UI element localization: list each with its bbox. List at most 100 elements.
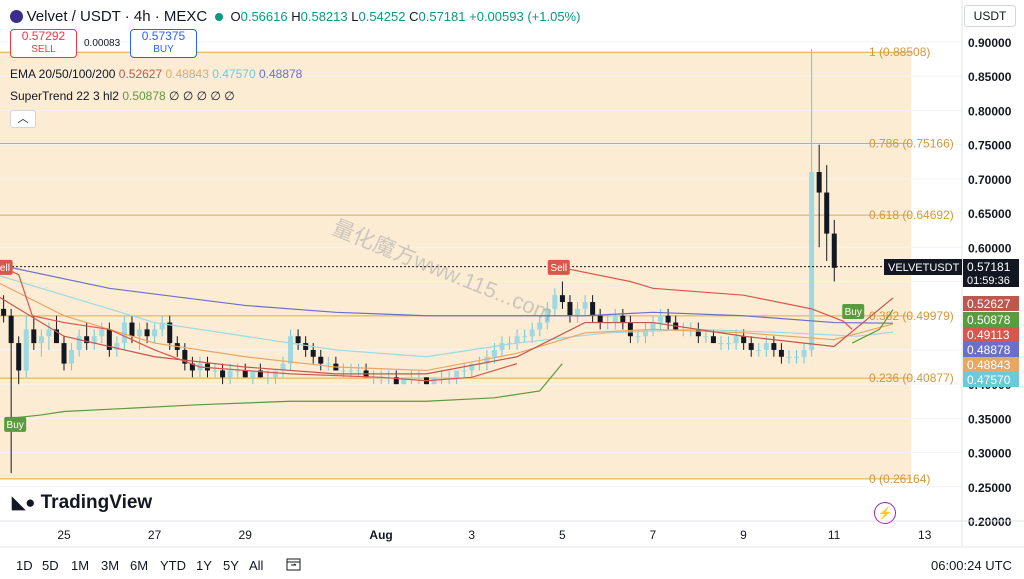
supertrend-up-line: [9, 363, 563, 419]
candle-body: [469, 363, 475, 371]
time-tick-label: 5: [559, 528, 566, 542]
time-tick-label: 9: [740, 528, 747, 542]
price-tick-label: 0.25000: [968, 481, 1012, 495]
low-value: 0.54252: [358, 9, 406, 24]
candle-body: [235, 370, 241, 372]
timeframe-5d[interactable]: 5D: [42, 558, 59, 573]
candle-body: [499, 343, 505, 350]
lightning-icon[interactable]: ⚡: [874, 502, 896, 524]
candle-body: [121, 322, 127, 344]
buy-button[interactable]: 0.57375 BUY: [130, 29, 197, 58]
supertrend-legend[interactable]: SuperTrend 22 3 hl2 0.50878 ∅ ∅ ∅ ∅ ∅: [10, 89, 235, 103]
candle-body: [590, 302, 596, 316]
open-value: 0.56616: [240, 9, 288, 24]
candle-body: [220, 370, 226, 378]
tradingview-wordmark: TradingView: [40, 492, 153, 513]
candle-body: [310, 349, 316, 357]
candle-body: [484, 356, 490, 364]
timeframe-1y[interactable]: 1Y: [196, 558, 212, 573]
candle-body: [658, 315, 664, 323]
candle-body: [491, 349, 497, 357]
ema100-value: 0.47570: [212, 67, 256, 81]
time-tick-label: 13: [918, 528, 932, 542]
candle-body: [212, 370, 218, 372]
price-tag-label: 0.48878: [967, 343, 1011, 357]
timeframe-6m[interactable]: 6M: [130, 558, 149, 573]
utc-clock[interactable]: 06:00:24 UTC: [931, 558, 1012, 573]
time-tick-label: Aug: [369, 528, 392, 542]
symbol-tag: [884, 259, 962, 275]
price-tick-label: 0.80000: [968, 104, 1012, 118]
price-tag-label: 0.49113: [967, 328, 1010, 342]
time-tick-label: 3: [468, 528, 475, 542]
candle-body: [53, 329, 59, 344]
candle-body: [522, 336, 528, 338]
supertrend-down-line-2: [562, 267, 853, 330]
candle-body: [265, 377, 271, 379]
timeframe-ytd[interactable]: YTD: [160, 558, 186, 573]
price-tag-label: 0.47570: [967, 373, 1011, 387]
fib-retracement-zone[interactable]: [0, 52, 912, 479]
price-tick-label: 0.65000: [968, 207, 1012, 221]
price-tag: [963, 312, 1019, 327]
ema20-value: 0.52627: [118, 67, 163, 81]
candle-body: [726, 343, 732, 345]
ema100-line: [0, 275, 894, 358]
candle-body: [288, 336, 294, 364]
candle-body: [16, 343, 22, 371]
supertrend-label: SuperTrend 22 3 hl2: [10, 89, 119, 103]
fib-level-label: 0.382 (0.49979): [869, 309, 954, 323]
timeframe-1d[interactable]: 1D: [16, 558, 33, 573]
timeframe-1m[interactable]: 1M: [71, 558, 90, 573]
candle-body: [620, 315, 626, 323]
candle-body: [84, 336, 90, 344]
date-range-icon[interactable]: [285, 556, 303, 572]
candle-body: [257, 370, 263, 378]
candle-body: [801, 349, 807, 357]
candle-body: [514, 336, 520, 344]
candle-body: [152, 329, 158, 337]
candle-body: [325, 363, 331, 365]
candle-body: [318, 356, 324, 364]
timeframe-3m[interactable]: 3M: [101, 558, 120, 573]
collapse-legend-button[interactable]: ︿: [10, 110, 36, 128]
last-price-label: 0.57181: [967, 260, 1011, 274]
price-tag-label: 0.52627: [967, 297, 1011, 311]
ema-legend[interactable]: EMA 20/50/100/200 0.52627 0.48843 0.4757…: [10, 67, 302, 81]
last-price-tag: [963, 259, 1019, 287]
fib-level-label: 1 (0.88508): [869, 45, 930, 59]
candle-body: [416, 377, 422, 379]
candle-body: [763, 343, 769, 350]
candle-body: [710, 336, 716, 344]
velvet-logo-icon: [10, 10, 23, 23]
high-label: H: [291, 9, 301, 24]
price-tag: [963, 357, 1019, 372]
candle-body: [529, 329, 535, 337]
market-status-icon: [214, 13, 223, 21]
candle-body: [635, 336, 641, 338]
candle-body: [786, 356, 792, 358]
sell-button[interactable]: 0.57292 SELL: [10, 29, 77, 58]
close-value: 0.57181: [418, 9, 466, 24]
candle-body: [408, 377, 414, 379]
spread-value: 0.00083: [84, 38, 121, 49]
timeframe-all[interactable]: All: [249, 558, 264, 573]
close-label: C: [409, 9, 419, 24]
candle-body: [665, 315, 671, 323]
high-value: 0.58213: [300, 9, 348, 24]
currency-button[interactable]: USDT: [964, 5, 1016, 27]
chevron-up-icon: ︿: [17, 113, 29, 125]
timeframe-5y[interactable]: 5Y: [223, 558, 239, 573]
price-tag: [963, 327, 1019, 342]
symbol-title[interactable]: Velvet / USDT · 4h · MEXC: [26, 8, 208, 25]
time-tick-label: 27: [148, 528, 162, 542]
candle-body: [809, 172, 815, 350]
candle-body: [642, 329, 648, 337]
price-tick-label: 0.20000: [968, 515, 1012, 529]
candle-body: [99, 329, 105, 337]
candle-body: [393, 377, 399, 385]
fib-level-label: 0 (0.26164): [869, 472, 930, 486]
candle-body: [129, 322, 135, 337]
candle-body: [46, 329, 52, 337]
